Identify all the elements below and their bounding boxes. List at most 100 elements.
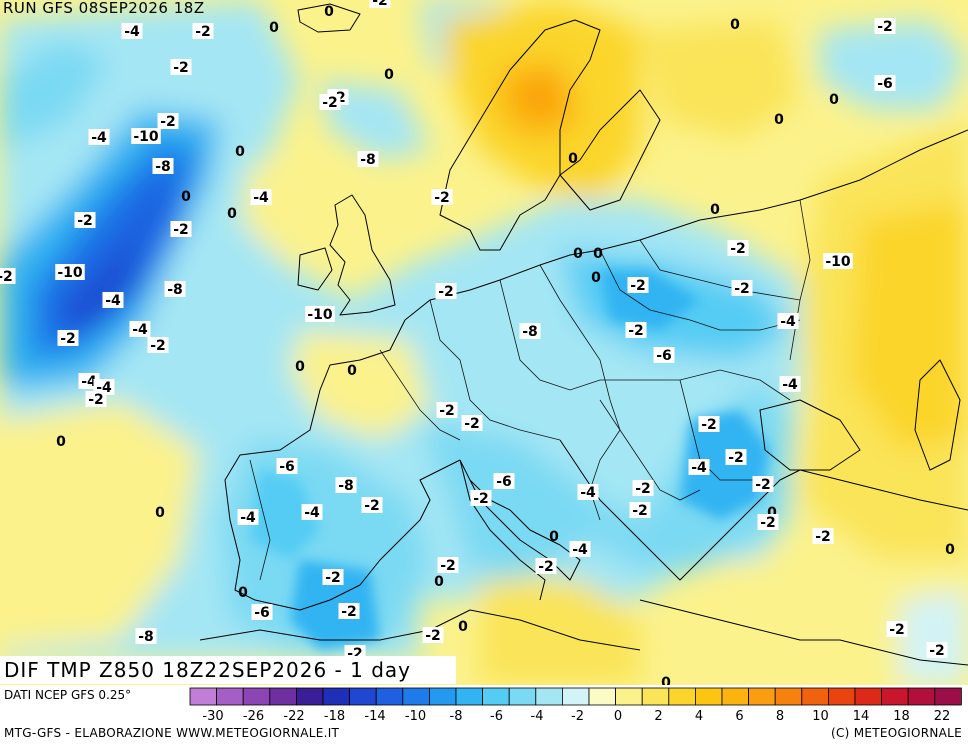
svg-text:-2: -2	[364, 498, 380, 514]
svg-text:-2: -2	[889, 622, 905, 638]
svg-text:-2: -2	[425, 628, 441, 644]
svg-text:-4: -4	[91, 130, 107, 146]
contour-label: -2	[625, 322, 647, 339]
contour-label: -4	[237, 509, 259, 526]
legend-swatch	[455, 687, 484, 706]
svg-text:0: 0	[347, 363, 357, 379]
svg-text:0: 0	[227, 206, 237, 222]
svg-text:-6: -6	[279, 459, 295, 475]
svg-text:-8: -8	[338, 478, 354, 494]
legend-swatch	[907, 687, 936, 706]
contour-label: 0	[155, 505, 165, 521]
run-title: RUN GFS 08SEP2026 18Z	[3, 0, 205, 17]
contour-label: -8	[519, 323, 541, 340]
svg-text:-2: -2	[728, 450, 744, 466]
svg-text:-6: -6	[877, 76, 893, 92]
anomaly-field	[0, 0, 968, 685]
legend-swatch	[402, 687, 430, 706]
svg-text:-2: -2	[77, 213, 93, 229]
svg-text:-4: -4	[691, 460, 707, 476]
svg-text:-2: -2	[473, 491, 489, 507]
contour-label: -2	[338, 603, 360, 620]
contour-label: -4	[688, 459, 710, 476]
contour-label: -2	[322, 569, 344, 586]
svg-text:-10: -10	[133, 129, 159, 145]
contour-label: -8	[152, 158, 174, 175]
legend-swatch	[615, 687, 643, 706]
color-legend: -30-26-22-18-14-10-8-6-4-202468101418223…	[189, 687, 967, 727]
contour-label: -2	[361, 497, 383, 514]
contour-label: -4	[569, 541, 591, 558]
svg-text:0: 0	[945, 542, 955, 558]
contour-label: -10	[55, 264, 85, 281]
legend-tick-label: -2	[571, 709, 584, 724]
svg-text:0: 0	[730, 17, 740, 33]
contour-label: 0	[945, 542, 955, 558]
svg-text:-4: -4	[580, 485, 596, 501]
contour-label: -2	[436, 402, 458, 419]
contour-label: -2	[535, 558, 557, 575]
svg-text:0: 0	[295, 359, 305, 375]
contour-label: -6	[251, 604, 273, 621]
contour-label: 0	[269, 20, 279, 36]
contour-label: -2	[437, 557, 459, 574]
svg-text:-2: -2	[440, 558, 456, 574]
contour-label: -4	[301, 504, 323, 521]
contour-label: 0	[549, 529, 559, 545]
contour-label: 0	[829, 92, 839, 108]
svg-text:-10: -10	[57, 265, 83, 281]
contour-label: -2	[698, 416, 720, 433]
contour-label: -2	[470, 490, 492, 507]
contour-label: -6	[276, 458, 298, 475]
legend-swatch	[296, 687, 324, 706]
legend-swatch	[508, 687, 537, 706]
svg-text:0: 0	[661, 675, 671, 685]
contour-label: 0	[661, 675, 671, 685]
legend-swatch	[216, 687, 244, 706]
legend-tick-label: 2	[654, 709, 662, 724]
contour-label: -2	[731, 280, 753, 297]
contour-label: 0	[573, 246, 583, 262]
weather-map: -4-200-2-20-2-20-200-6-4-10-20-80-8-400-…	[0, 0, 968, 685]
svg-text:-2: -2	[434, 190, 450, 206]
contour-label: -2	[170, 221, 192, 238]
svg-text:0: 0	[774, 112, 784, 128]
svg-text:-4: -4	[572, 542, 588, 558]
contour-label: -2	[192, 23, 214, 40]
svg-text:-2: -2	[538, 559, 554, 575]
svg-text:-2: -2	[929, 643, 945, 659]
svg-text:-4: -4	[782, 377, 798, 393]
contour-label: -2	[812, 528, 834, 545]
contour-label: 0	[235, 144, 245, 160]
contour-label: 0	[767, 505, 777, 521]
svg-text:-2: -2	[173, 222, 189, 238]
svg-text:-6: -6	[656, 348, 672, 364]
svg-text:-4: -4	[304, 505, 320, 521]
svg-text:-8: -8	[167, 282, 183, 298]
contour-label: -4	[88, 129, 110, 146]
svg-text:-8: -8	[155, 159, 171, 175]
svg-text:-2: -2	[755, 477, 771, 493]
svg-text:0: 0	[238, 585, 248, 601]
svg-text:0: 0	[235, 144, 245, 160]
svg-text:-4: -4	[124, 24, 140, 40]
svg-text:0: 0	[767, 505, 777, 521]
svg-text:-4: -4	[240, 510, 256, 526]
legend-swatch	[748, 687, 776, 706]
contour-label: -2	[74, 212, 96, 229]
contour-label: -2	[369, 0, 391, 9]
legend-swatch	[694, 687, 723, 706]
svg-text:0: 0	[56, 434, 66, 450]
svg-text:0: 0	[829, 92, 839, 108]
legend-swatch	[801, 687, 829, 706]
svg-text:-2: -2	[760, 515, 776, 531]
contour-label: -2	[422, 627, 444, 644]
legend-tick-label: 4	[695, 709, 703, 724]
contour-label: -2	[157, 113, 179, 130]
svg-text:-2: -2	[88, 392, 104, 408]
svg-text:-2: -2	[0, 269, 13, 285]
svg-text:0: 0	[710, 202, 720, 218]
contour-label: -2	[170, 59, 192, 76]
svg-text:-2: -2	[635, 481, 651, 497]
legend-tick-label: -14	[364, 709, 385, 724]
